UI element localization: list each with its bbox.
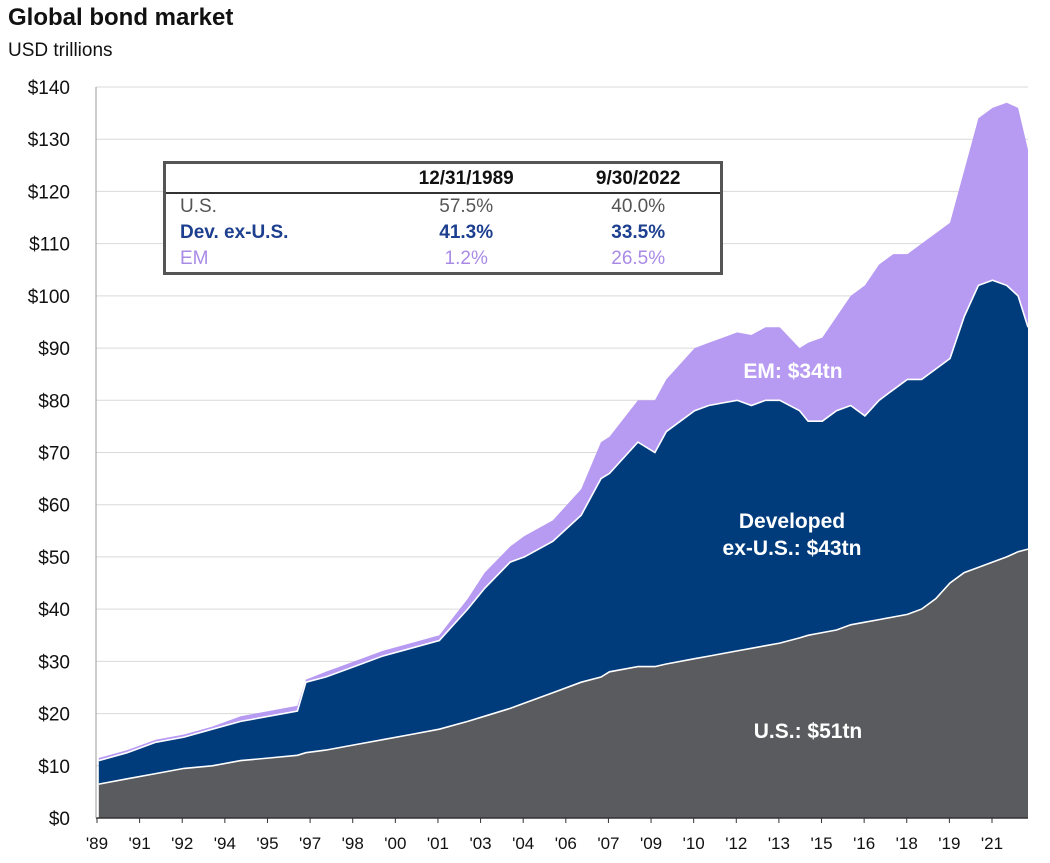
x-tick-label: '06 [555,834,577,853]
x-tick-label: '15 [810,834,832,853]
x-tick-label: '12 [725,834,747,853]
y-tick-label: $80 [38,391,70,412]
cell-em-1989: 1.2% [444,248,488,269]
y-tick-label: $60 [38,496,70,517]
table-row-dev: Dev. ex-U.S. 41.3% 33.5% [165,220,722,246]
row-label-em: EM [180,248,209,269]
row-label-us: U.S. [180,196,217,217]
x-tick-label: '92 [171,834,193,853]
area-boundaries [98,279,1029,785]
y-tick-label: $40 [38,600,70,621]
y-tick-label: $100 [28,287,70,308]
x-tick-label: '10 [683,834,705,853]
x-tick-label: '19 [938,834,960,853]
us-area-label: U.S.: $51tn [754,720,863,743]
y-tick-label: $10 [38,757,70,778]
table-header-row: 12/31/1989 9/30/2022 [164,162,722,194]
x-tick-label: '07 [597,834,619,853]
table-row-em: EM 1.2% 26.5% [165,246,722,274]
table-row-us: U.S. 57.5% 40.0% [165,193,722,220]
x-tick-label: '03 [469,834,491,853]
cell-em-2022: 26.5% [611,248,666,269]
x-tick-label: '94 [214,834,236,853]
x-tick-label: '97 [299,834,321,853]
chart-subtitle: USD trillions [8,40,113,61]
y-tick-label: $0 [49,809,70,830]
table-header-2022: 9/30/2022 [556,162,722,194]
x-tick-label: '09 [640,834,662,853]
x-tick-label: '89 [86,834,108,853]
cell-dev-2022: 33.5% [611,222,666,243]
cell-us-2022: 40.0% [611,196,666,217]
x-tick-label: '13 [768,834,790,853]
x-tick-label: '16 [853,834,875,853]
y-tick-label: $30 [38,652,70,673]
market-share-table: 12/31/1989 9/30/2022 U.S. 57.5% 40.0% De… [163,161,723,275]
dev-area-label: Developed ex-U.S.: $43tn [723,510,862,560]
axes: $0 $10 $20 $30 $40 $50 $60 $70 $80 $90 $100 $110 $12… [28,78,1028,853]
y-tick-label: $130 [28,130,70,151]
y-tick-label: $120 [28,182,70,203]
us-area [98,549,1029,818]
x-tick-label: '04 [512,834,534,853]
x-tick-label: '98 [342,834,364,853]
y-tick-label: $140 [28,78,70,99]
table-header-1989: 12/31/1989 [376,162,557,194]
x-tick-label: '91 [129,834,151,853]
x-tick-label: '00 [384,834,406,853]
x-tick-label: '01 [427,834,449,853]
table-header-blank [164,162,376,194]
chart-title: Global bond market [8,4,234,31]
cell-dev-1989: 41.3% [439,222,494,243]
y-tick-label: $90 [38,339,70,360]
y-tick-label: $20 [38,705,70,726]
x-tick-label: '95 [256,834,278,853]
dev-area-edge [98,279,1029,762]
x-tick-label: '18 [896,834,918,853]
y-tick-label: $70 [38,444,70,465]
us-area-edge [98,548,1029,785]
em-area-label: EM: $34tn [743,360,842,383]
cell-us-1989: 57.5% [439,196,494,217]
y-tick-label: $110 [29,235,70,256]
area-labels: U.S.: $51tn Developed ex-U.S.: $43tn EM: $3… [723,360,863,743]
y-tick-label: $50 [38,548,70,569]
x-tick-label: '21 [981,834,1003,853]
row-label-dev: Dev. ex-U.S. [180,222,289,243]
